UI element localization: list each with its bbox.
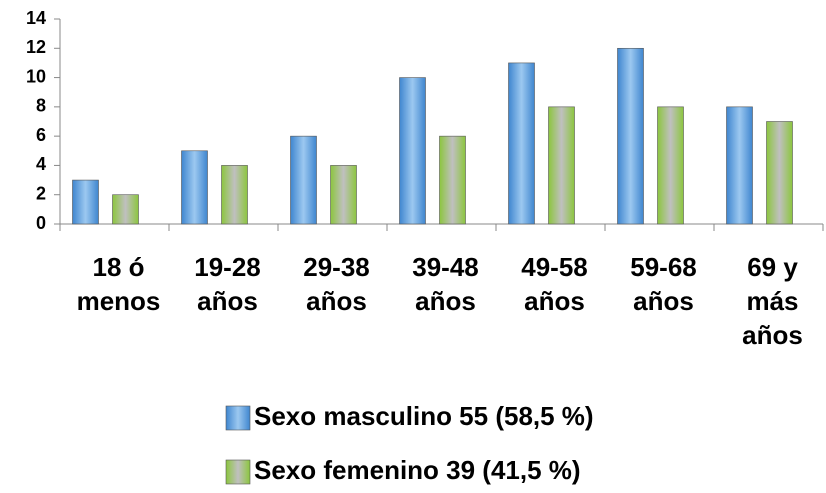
x-tick-label: 19-28 años (194, 252, 261, 316)
y-tick-label: 14 (26, 8, 46, 28)
legend-label: Sexo femenino 39 (41,5 %) (254, 455, 581, 485)
bar (766, 121, 793, 225)
y-tick-label: 10 (26, 66, 46, 86)
bar (112, 194, 139, 225)
bar (399, 77, 426, 225)
bar (726, 106, 753, 225)
bar (508, 62, 535, 225)
bar (221, 165, 248, 225)
bar (181, 150, 208, 225)
bar (439, 135, 466, 225)
x-tick-label: 39-48 años (412, 252, 479, 316)
y-tick-label: 2 (36, 183, 46, 203)
x-tick-label: 29-38 años (303, 252, 370, 316)
bar (617, 47, 644, 225)
legend-swatch (225, 459, 251, 485)
x-tick-label: 18 ó menos (76, 252, 161, 316)
y-tick-label: 4 (36, 154, 46, 174)
bar (72, 179, 99, 225)
x-tick-label: 59-68 años (630, 252, 697, 316)
legend-label: Sexo masculino 55 (58,5 %) (254, 401, 594, 431)
y-tick-label: 0 (36, 213, 46, 233)
bar (330, 165, 357, 225)
bar (657, 106, 684, 225)
legend-swatch (225, 405, 251, 431)
y-tick-label: 8 (36, 96, 46, 116)
y-tick-label: 6 (36, 125, 46, 145)
y-tick-label: 12 (26, 37, 46, 57)
x-tick-label: 69 y más años (742, 252, 803, 350)
x-tick-label: 49-58 años (521, 252, 588, 316)
bar (548, 106, 575, 225)
bar (290, 135, 317, 225)
